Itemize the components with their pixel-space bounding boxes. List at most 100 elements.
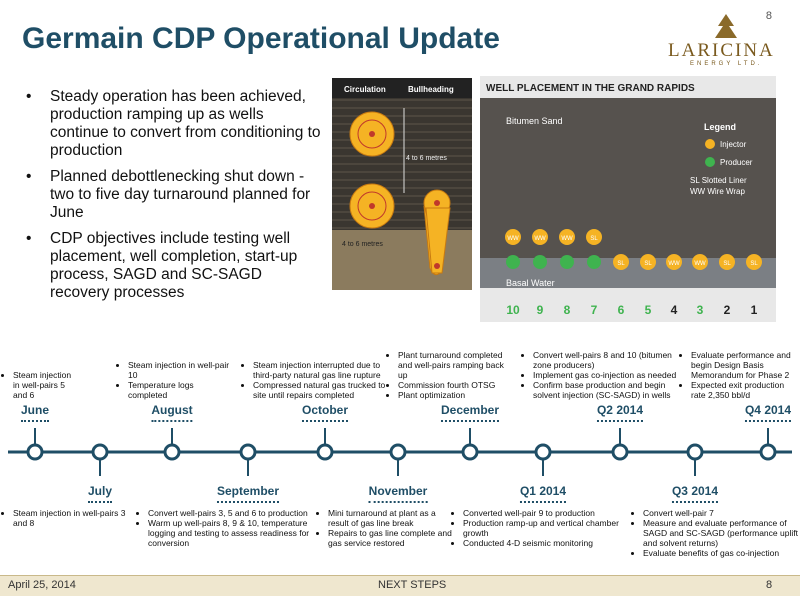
timeline-label: Q2 2014 bbox=[596, 403, 644, 422]
note-item: Repairs to gas line complete and gas ser… bbox=[328, 528, 455, 548]
panel-title: WELL PLACEMENT IN THE GRAND RAPIDS bbox=[486, 83, 695, 94]
note-list: Convert well-pairs 8 and 10 (bitumen zon… bbox=[525, 350, 685, 400]
timeline-node bbox=[759, 443, 777, 461]
well-tag: SL bbox=[617, 261, 625, 267]
well-number: 5 bbox=[645, 303, 652, 317]
dimension-label: 4 to 6 metres bbox=[406, 155, 447, 162]
legend-item: Producer bbox=[720, 158, 753, 167]
timeline-notes: Evaluate performance and begin Design Ba… bbox=[683, 350, 798, 400]
timeline-label: Q4 2014 bbox=[744, 403, 792, 422]
note-item: Confirm base production and begin solven… bbox=[533, 380, 685, 400]
note-list: Steam injection in well-pairs 3 and 8 bbox=[5, 508, 135, 528]
note-item: Compressed natural gas trucked to site u… bbox=[253, 380, 395, 400]
timeline-node bbox=[163, 443, 181, 461]
well-number: 1 bbox=[751, 303, 758, 317]
timeline-notes: Convert well-pairs 3, 5 and 6 to product… bbox=[140, 508, 335, 548]
well-number: 8 bbox=[564, 303, 571, 317]
note-item: Implement gas co-injection as needed bbox=[533, 370, 685, 380]
well-tag: SL bbox=[644, 261, 652, 267]
timeline-notes: Plant turnaround completed and well-pair… bbox=[390, 350, 505, 400]
well-tag: SL bbox=[590, 236, 598, 242]
footer-section: NEXT STEPS bbox=[378, 579, 447, 591]
producer bbox=[506, 255, 520, 269]
dimension-label: 4 to 6 metres bbox=[342, 241, 383, 248]
injector bbox=[613, 254, 629, 270]
well-number: 4 bbox=[671, 303, 678, 317]
note-item: Plant optimization bbox=[398, 390, 505, 400]
note-item: Evaluate performance and begin Design Ba… bbox=[691, 350, 798, 380]
note-list: Evaluate performance and begin Design Ba… bbox=[683, 350, 798, 400]
injector bbox=[746, 254, 762, 270]
timeline-notes: Steam injection in well-pairs 5 and 6 bbox=[5, 370, 75, 400]
timeline-label: December bbox=[440, 403, 500, 422]
note-item: Measure and evaluate performance of SAGD… bbox=[643, 518, 800, 548]
timeline-label: October bbox=[301, 403, 349, 422]
well-tag: SL bbox=[750, 261, 758, 267]
well-diagram: Circulation Bullheading 4 to 6 metres 4 … bbox=[332, 78, 472, 290]
timeline-node bbox=[534, 443, 552, 461]
footer-bar bbox=[0, 575, 800, 596]
timeline-notes: Converted well-pair 9 to productionProdu… bbox=[455, 508, 620, 548]
timeline-notes: Steam injection interrupted due to third… bbox=[245, 360, 395, 400]
legend-title: Legend bbox=[704, 122, 736, 132]
injector bbox=[640, 254, 656, 270]
note-item: Commission fourth OTSG bbox=[398, 380, 505, 390]
note-list: Mini turnaround at plant as a result of … bbox=[320, 508, 455, 548]
timeline-node bbox=[686, 443, 704, 461]
note-item: Convert well-pair 7 bbox=[643, 508, 800, 518]
well-tag: WW bbox=[668, 261, 680, 267]
note-item: Steam injection in well-pairs 3 and 8 bbox=[13, 508, 135, 528]
timeline-notes: Convert well-pair 7Measure and evaluate … bbox=[635, 508, 800, 558]
note-list: Convert well-pairs 3, 5 and 6 to product… bbox=[140, 508, 335, 548]
producer bbox=[533, 255, 547, 269]
note-item: Conducted 4-D seismic monitoring bbox=[463, 538, 620, 548]
note-item: Warm up well-pairs 8, 9 & 10, temperatur… bbox=[148, 518, 335, 548]
legend-abbrev: SL Slotted Liner bbox=[690, 176, 747, 185]
well-number: 9 bbox=[537, 303, 544, 317]
note-list: Steam injection interrupted due to third… bbox=[245, 360, 395, 400]
timeline-notes: Steam injection in well-pair 10Temperatu… bbox=[120, 360, 230, 400]
timeline-label: September bbox=[216, 484, 280, 503]
timeline-node bbox=[611, 443, 629, 461]
note-list: Converted well-pair 9 to productionProdu… bbox=[455, 508, 620, 548]
well-tag: SL bbox=[723, 261, 731, 267]
note-item: Mini turnaround at plant as a result of … bbox=[328, 508, 455, 528]
timeline-node bbox=[26, 443, 44, 461]
bullet: CDP objectives include testing well plac… bbox=[22, 230, 322, 302]
timeline-notes: Mini turnaround at plant as a result of … bbox=[320, 508, 455, 548]
timeline-notes: Steam injection in well-pairs 3 and 8 bbox=[5, 508, 135, 528]
injector bbox=[532, 229, 548, 245]
well-number: 3 bbox=[697, 303, 704, 317]
well-tag: WW bbox=[561, 236, 573, 242]
producer bbox=[587, 255, 601, 269]
note-list: Steam injection in well-pairs 5 and 6 bbox=[5, 370, 75, 400]
well-number: 6 bbox=[618, 303, 625, 317]
page-number: 8 bbox=[765, 10, 772, 22]
slide-title: Germain CDP Operational Update bbox=[22, 22, 500, 55]
well-number: 10 bbox=[506, 303, 520, 317]
producer bbox=[560, 255, 574, 269]
timeline-node bbox=[461, 443, 479, 461]
timeline-notes: Convert well-pairs 8 and 10 (bitumen zon… bbox=[525, 350, 685, 400]
note-item: Convert well-pairs 8 and 10 (bitumen zon… bbox=[533, 350, 685, 370]
note-item: Production ramp-up and vertical chamber … bbox=[463, 518, 620, 538]
timeline-node bbox=[316, 443, 334, 461]
note-item: Convert well-pairs 3, 5 and 6 to product… bbox=[148, 508, 335, 518]
timeline-node bbox=[91, 443, 109, 461]
note-item: Steam injection in well-pair 10 bbox=[128, 360, 230, 380]
note-item: Steam injection interrupted due to third… bbox=[253, 360, 395, 380]
note-item: Temperature logs completed bbox=[128, 380, 230, 400]
injector bbox=[719, 254, 735, 270]
note-item: Plant turnaround completed and well-pair… bbox=[398, 350, 505, 380]
note-item: Steam injection in well-pairs 5 and 6 bbox=[13, 370, 75, 400]
diagram-label: Bullheading bbox=[408, 85, 454, 94]
well-tag: WW bbox=[507, 236, 519, 242]
timeline-label: July bbox=[87, 484, 113, 503]
layer-label: Basal Water bbox=[506, 278, 555, 288]
injector bbox=[505, 229, 521, 245]
note-list: Steam injection in well-pair 10Temperatu… bbox=[120, 360, 230, 400]
injector bbox=[666, 254, 682, 270]
legend-abbrev: WW Wire Wrap bbox=[690, 187, 746, 196]
